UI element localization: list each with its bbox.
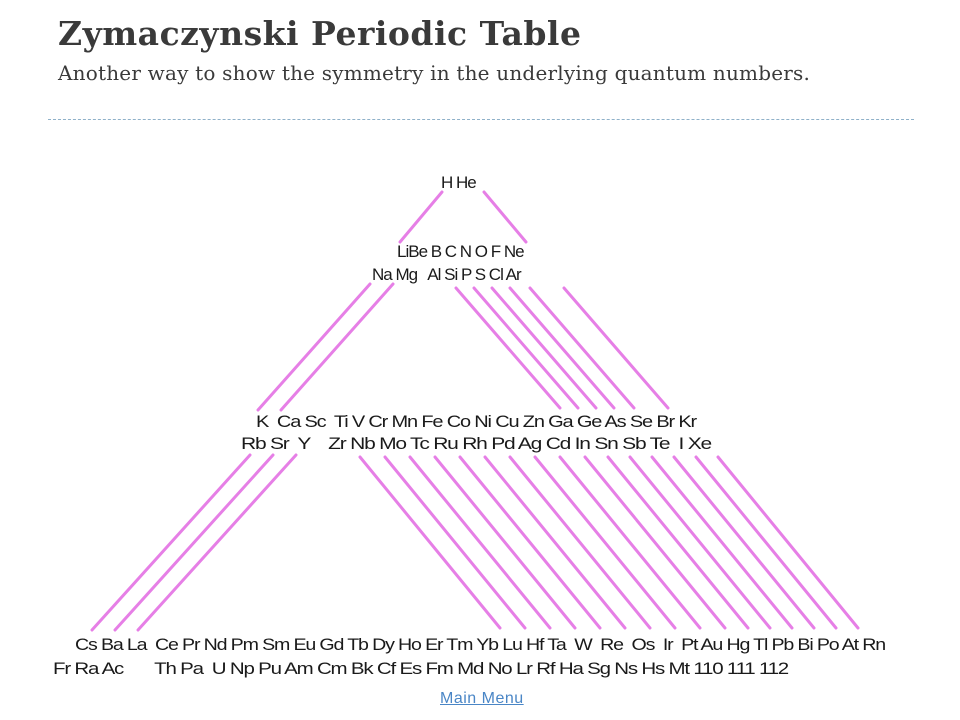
connector-line	[454, 286, 562, 410]
connector-line	[398, 190, 444, 244]
connector-line	[508, 455, 652, 630]
connector-line	[472, 286, 580, 410]
page-title: Zymaczynski Periodic Table	[58, 14, 582, 53]
page-subtitle: Another way to show the symmetry in the …	[58, 61, 811, 85]
divider	[48, 119, 914, 120]
element-row: Cs Ba La Ce Pr Nd Pm Sm Eu Gd Tb Dy Ho E…	[75, 635, 886, 654]
connector-line	[716, 455, 860, 630]
connector-line	[458, 455, 602, 630]
connector-line	[256, 282, 372, 412]
connector-line	[558, 455, 702, 630]
connector-line	[408, 455, 552, 630]
connector-line	[562, 286, 670, 410]
connector-line	[90, 453, 252, 632]
connector-line	[113, 453, 275, 632]
connector-line	[136, 453, 298, 632]
main-menu-link[interactable]: Main Menu	[440, 690, 524, 707]
connector-line	[279, 282, 395, 412]
connector-line	[606, 455, 750, 630]
connector-line	[490, 286, 598, 410]
connector-line	[508, 286, 616, 410]
connector-lines	[90, 190, 860, 632]
connector-line	[583, 455, 727, 630]
connector-line	[358, 455, 502, 630]
element-row: Rb Sr Y Zr Nb Mo Tc Ru Rh Pd Ag Cd In Sn…	[241, 434, 712, 453]
connector-line	[650, 455, 794, 630]
connector-line	[433, 455, 577, 630]
connector-line	[694, 455, 838, 630]
connector-line	[528, 286, 636, 410]
element-row: Na Mg Al Si P S Cl Ar	[372, 265, 522, 284]
element-row: Fr Ra Ac Th Pa U Np Pu Am Cm Bk Cf Es Fm…	[53, 659, 789, 678]
element-row: H He	[441, 173, 476, 192]
element-rows: H He LiBe B C N O F Ne Na Mg Al Si P S C…	[53, 173, 887, 678]
connector-line	[628, 455, 772, 630]
connector-line	[672, 455, 816, 630]
connector-line	[533, 455, 677, 630]
element-row: LiBe B C N O F Ne	[397, 242, 524, 261]
connector-line	[482, 190, 528, 244]
connector-line	[483, 455, 627, 630]
connector-line	[383, 455, 527, 630]
element-row: K Ca Sc Ti V Cr Mn Fe Co Ni Cu Zn Ga Ge …	[256, 412, 698, 431]
